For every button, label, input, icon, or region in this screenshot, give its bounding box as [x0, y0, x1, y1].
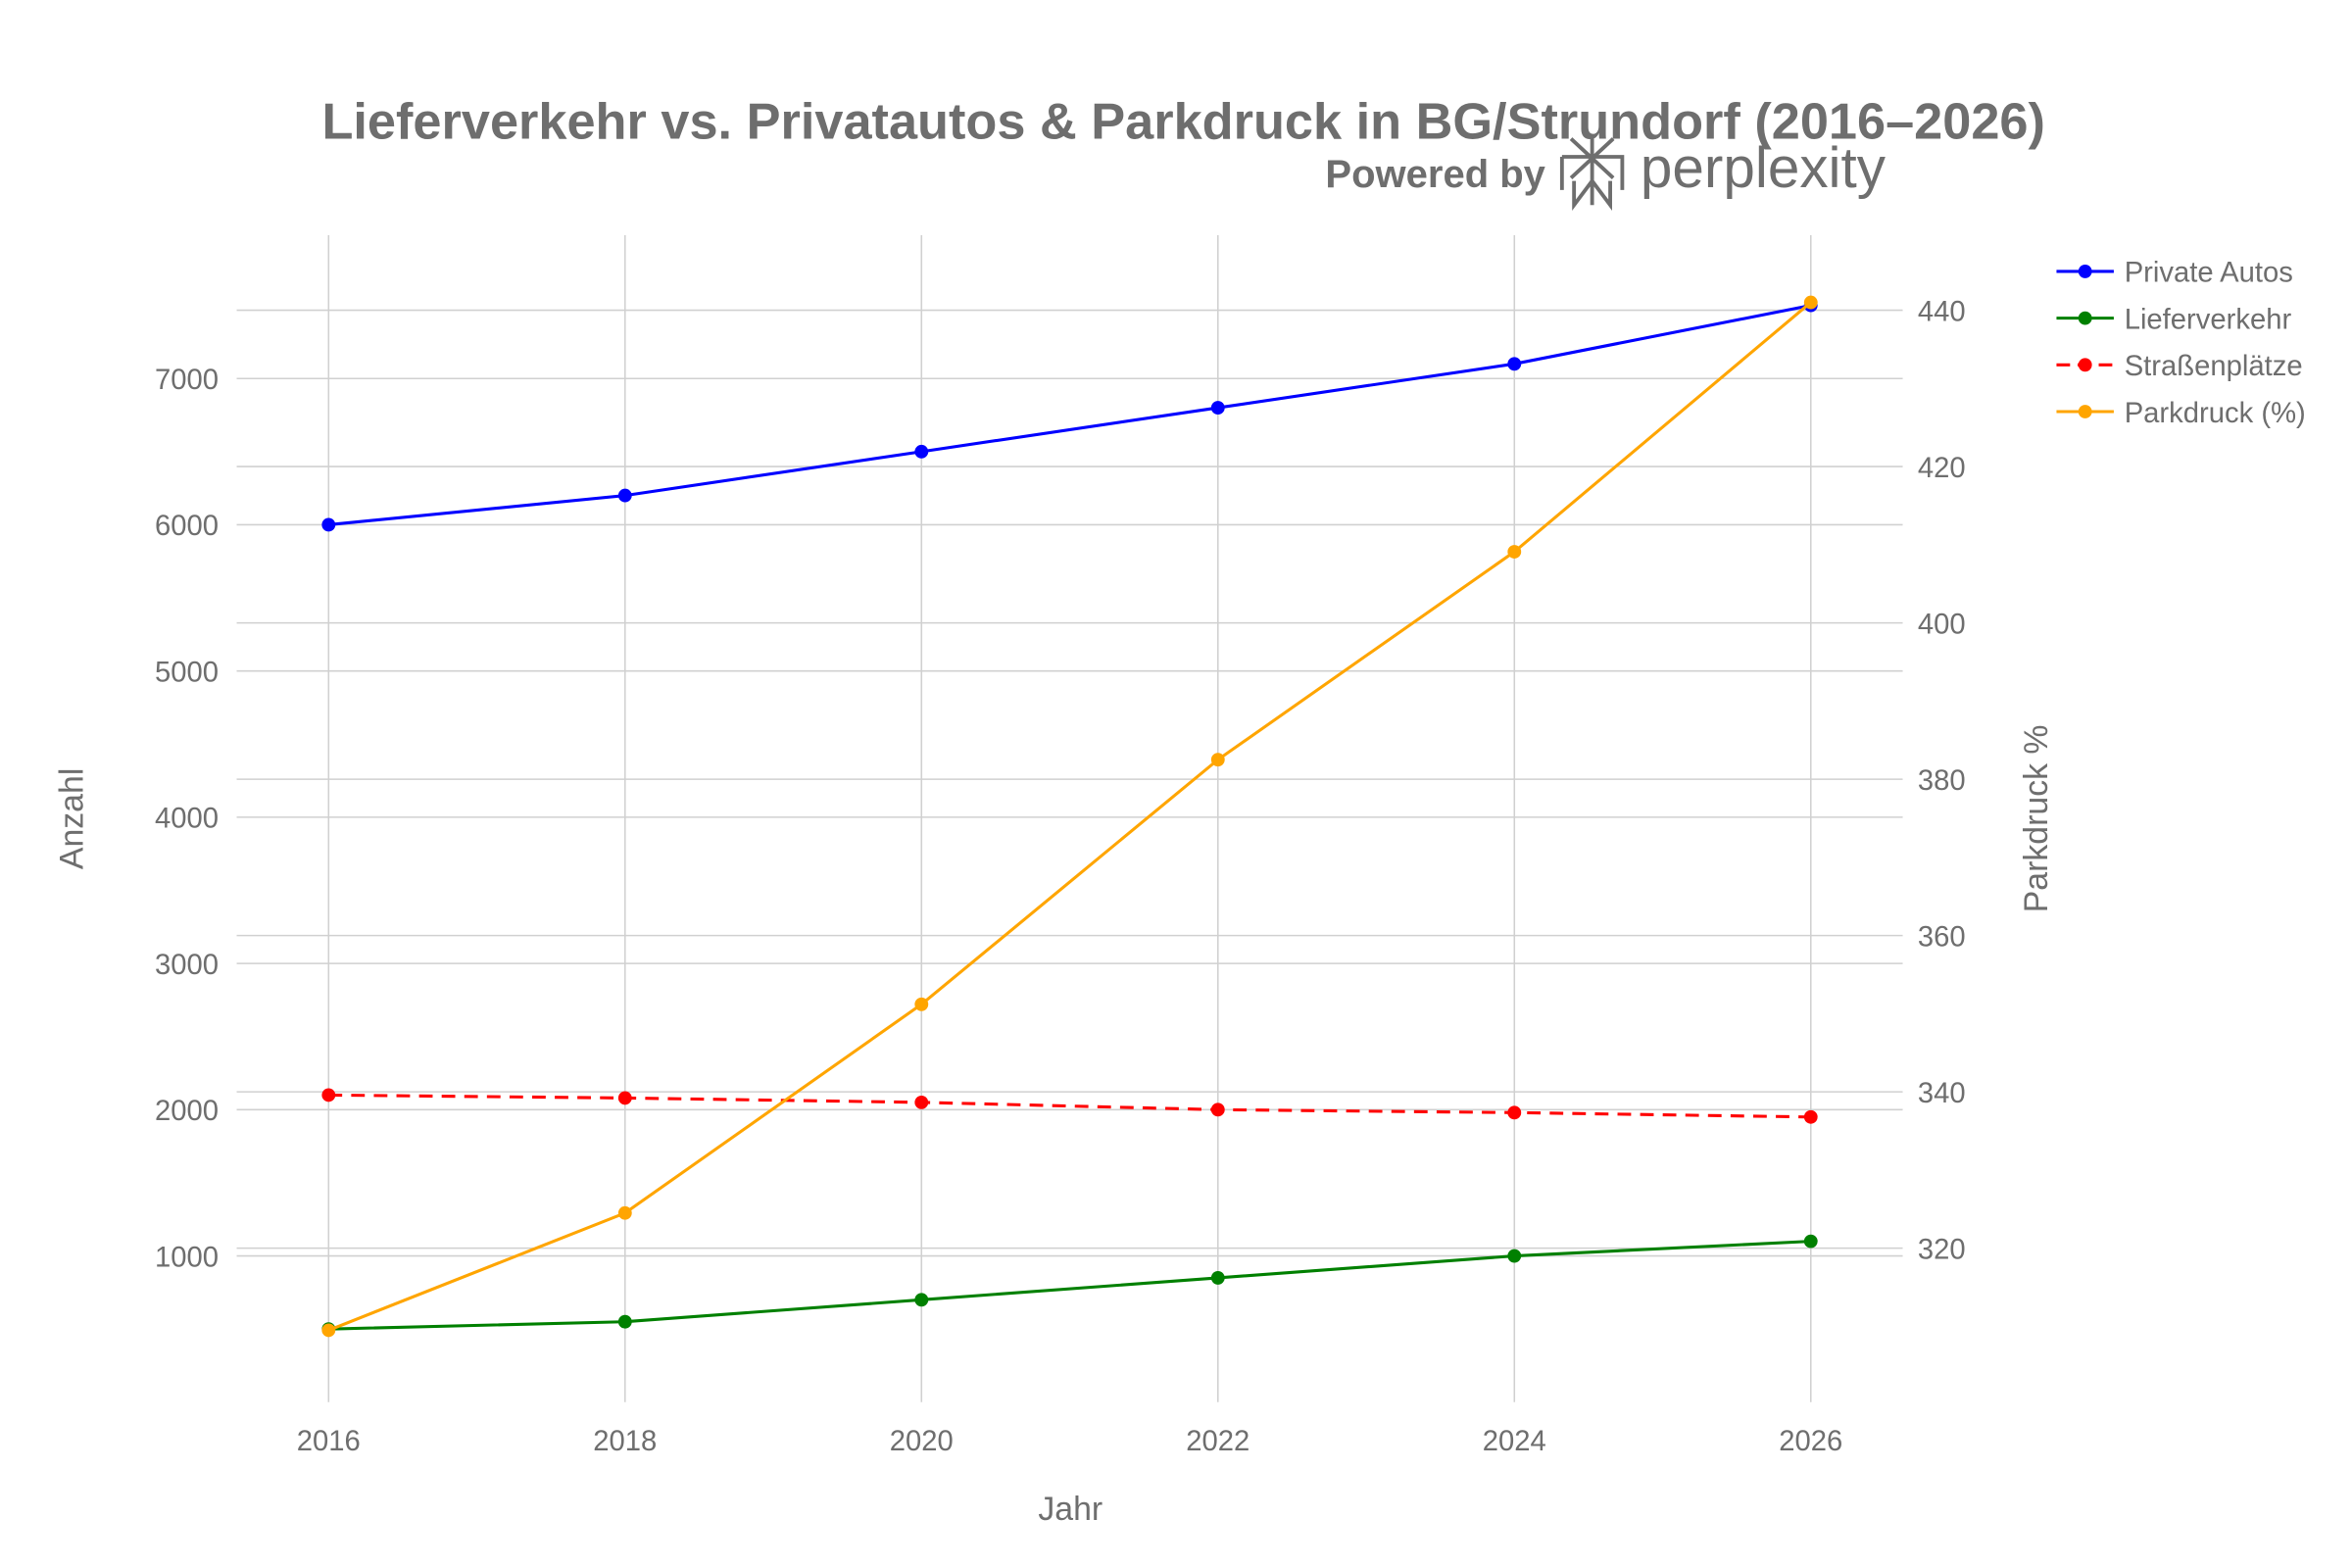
perplexity-watermark: Powered by perplexity — [1325, 135, 1886, 211]
data-point — [914, 1293, 929, 1307]
data-point — [914, 997, 929, 1011]
watermark-prefix: Powered by — [1325, 153, 1545, 196]
x-tick-label: 2018 — [593, 1426, 657, 1457]
y-tick-label: 7000 — [155, 365, 219, 396]
series-private-autos — [321, 298, 1818, 532]
y2-tick-label: 340 — [1918, 1078, 1966, 1109]
y-tick-label: 6000 — [155, 511, 219, 542]
data-point — [617, 1205, 632, 1220]
data-point — [1507, 1105, 1522, 1120]
x-tick-label: 2024 — [1483, 1426, 1546, 1457]
series-line — [328, 1240, 1811, 1331]
series-parkdruck- — [321, 295, 1818, 1338]
series-line — [328, 1093, 1811, 1119]
chart-title: Lieferverkehr vs. Privatautos & Parkdruc… — [321, 94, 2044, 151]
y-tick-label: 5000 — [155, 657, 219, 688]
data-point — [321, 1323, 336, 1338]
y-tick-label: 1000 — [155, 1242, 219, 1273]
x-tick-label: 2016 — [297, 1426, 361, 1457]
series-stra-enpl-tze — [321, 1088, 1818, 1124]
data-point — [1210, 753, 1225, 767]
x-tick-label: 2022 — [1186, 1426, 1250, 1457]
data-point — [1210, 1271, 1225, 1285]
data-point — [1210, 401, 1225, 416]
y-tick-label: 2000 — [155, 1096, 219, 1127]
data-point — [1210, 1102, 1225, 1117]
series-line — [328, 304, 1812, 526]
data-point — [1507, 545, 1522, 559]
legend-label: Parkdruck (%) — [2125, 398, 2306, 429]
series-lieferverkehr — [321, 1234, 1818, 1337]
y2-tick-label: 400 — [1918, 609, 1966, 640]
y2-tick-label: 440 — [1918, 296, 1966, 327]
legend-label: Lieferverkehr — [2125, 304, 2292, 335]
y2-tick-label: 320 — [1918, 1234, 1966, 1265]
data-point — [1803, 1109, 1818, 1124]
perplexity-logo-icon — [1559, 135, 1625, 211]
legend-item[interactable]: Lieferverkehr — [2056, 304, 2291, 335]
data-point — [617, 1314, 632, 1329]
y2-axis-label: Parkdruck % — [2018, 725, 2055, 913]
legend-item[interactable]: Private Autos — [2056, 258, 2293, 289]
data-point — [1803, 1234, 1818, 1249]
y-axis-label: Anzahl — [54, 768, 91, 869]
legend-item[interactable]: Straßenplätze — [2056, 351, 2303, 382]
legend-marker — [2078, 265, 2092, 278]
data-point — [914, 1095, 929, 1109]
y2-tick-label: 420 — [1918, 453, 1966, 484]
series-line — [327, 301, 1812, 1332]
data-point — [321, 517, 336, 532]
legend-marker — [2078, 358, 2092, 372]
data-point — [1803, 295, 1818, 310]
data-point — [321, 1088, 336, 1102]
y-tick-label: 4000 — [155, 804, 219, 835]
y2-tick-label: 380 — [1918, 765, 1966, 797]
data-point — [617, 488, 632, 503]
legend-marker — [2078, 311, 2092, 325]
x-tick-label: 2026 — [1779, 1426, 1842, 1457]
y2-tick-label: 360 — [1918, 921, 1966, 953]
legend-item[interactable]: Parkdruck (%) — [2056, 398, 2306, 429]
data-point — [617, 1091, 632, 1105]
legend-label: Private Autos — [2125, 258, 2293, 289]
x-tick-label: 2020 — [890, 1426, 954, 1457]
data-point — [1507, 1249, 1522, 1263]
y-tick-label: 3000 — [155, 950, 219, 981]
data-point — [1507, 357, 1522, 371]
watermark-brand: perplexity — [1641, 136, 1886, 200]
legend-label: Straßenplätze — [2125, 351, 2303, 382]
legend-marker — [2078, 405, 2092, 418]
data-point — [914, 444, 929, 459]
x-axis-label: Jahr — [1038, 1491, 1102, 1528]
